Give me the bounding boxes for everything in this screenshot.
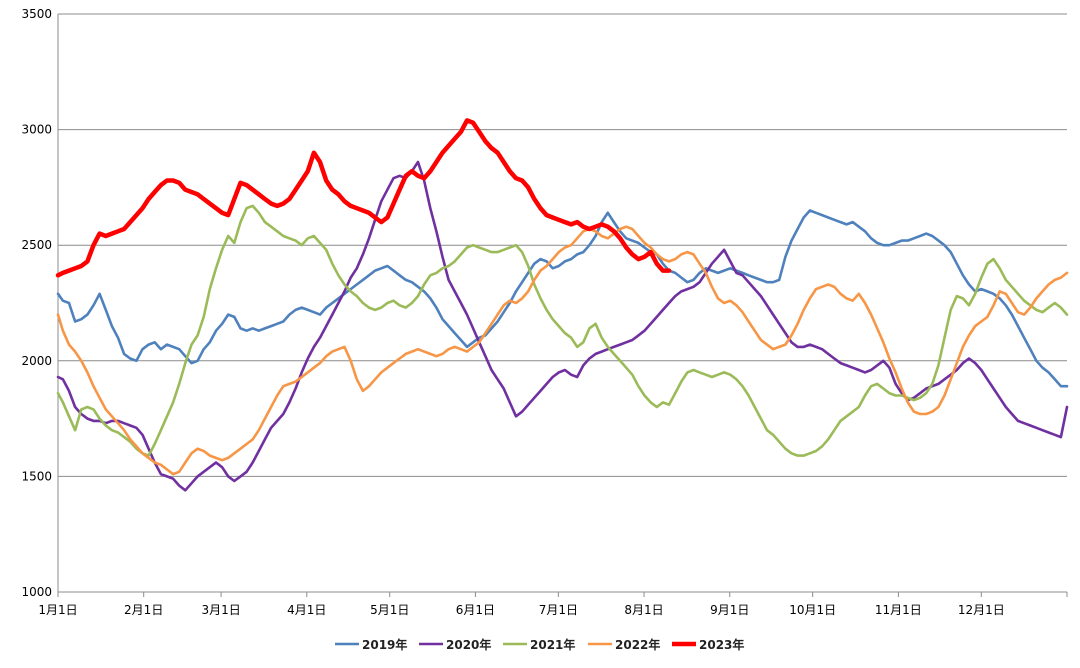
x-tick-label: 12月1日 [958,603,1005,617]
axes: 1000 1500 2000 2500 3000 3500 1月1日 2月1日 3月1日 4月1日… [21,7,1068,617]
x-tick-label: 2月1日 [124,603,163,617]
legend-label: 2020年 [446,637,491,652]
series-lines [55,118,1069,492]
x-tick-label: 10月1日 [789,603,836,617]
y-tick-label: 1500 [21,469,52,483]
x-tick-label: 5月1日 [370,603,409,617]
gridlines [58,13,1067,477]
legend-label: 2021年 [530,637,575,652]
series-line-2021年 [56,204,1069,457]
x-tick-label: 8月1日 [624,603,663,617]
x-tick-label: 3月1日 [201,603,240,617]
y-tick-label: 2000 [21,354,52,368]
y-tick-label: 3000 [21,123,52,137]
series-line-2023年 [55,118,672,278]
series-line-2022年 [56,225,1069,476]
series-line-2019年 [56,209,1069,388]
legend: 2019年 2020年 2021年 2022年 2023年 [335,637,744,652]
x-tick-label: 1月1日 [38,603,77,617]
y-tick-label: 1000 [21,585,52,599]
x-tick-label: 6月1日 [456,603,495,617]
legend-label: 2019年 [362,637,407,652]
y-tick-label: 3500 [21,7,52,21]
x-tick-label: 7月1日 [539,603,578,617]
x-tick-label: 4月1日 [287,603,326,617]
legend-label: 2023年 [699,637,744,652]
series-line-2020年 [56,160,1069,492]
y-tick-label: 2500 [21,238,52,252]
x-tick-label: 9月1日 [710,603,749,617]
x-tick-label: 11月1日 [875,603,922,617]
legend-label: 2022年 [615,637,660,652]
